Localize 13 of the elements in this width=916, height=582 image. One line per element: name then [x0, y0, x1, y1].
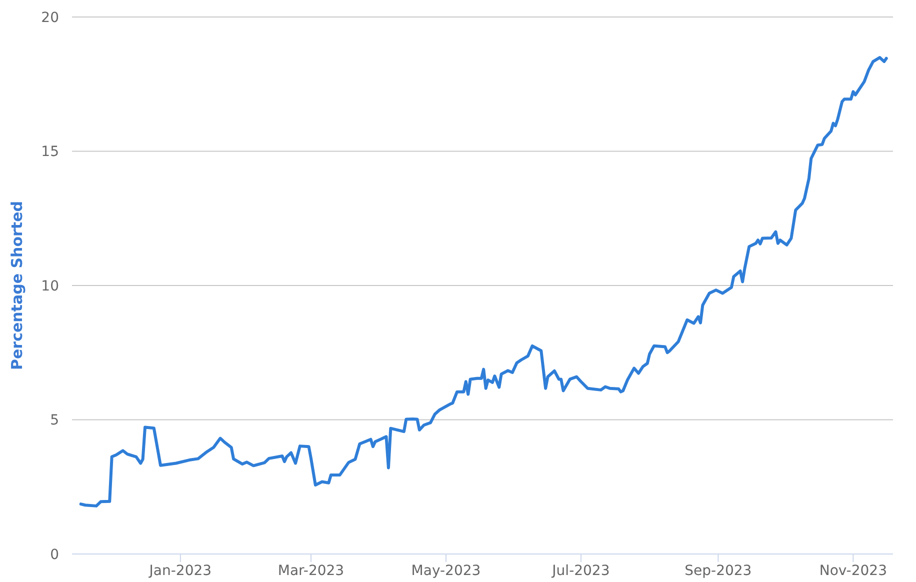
x-tick-label: Mar-2023: [278, 563, 344, 579]
x-tick-label: Jan-2023: [148, 563, 212, 579]
y-tick-label: 0: [50, 546, 59, 563]
x-tick-label: Sep-2023: [684, 563, 752, 579]
y-tick-label: 10: [41, 278, 59, 294]
y-tick-label: 20: [41, 10, 59, 26]
x-tick-label: Nov-2023: [819, 563, 887, 579]
x-tick-label: Jul-2023: [551, 563, 610, 579]
y-axis-title: Percentage Shorted: [8, 201, 26, 370]
y-tick-label: 5: [50, 412, 59, 429]
x-tick-label: May-2023: [411, 563, 481, 579]
line-series: [79, 56, 888, 508]
y-tick-label: 15: [41, 144, 59, 160]
